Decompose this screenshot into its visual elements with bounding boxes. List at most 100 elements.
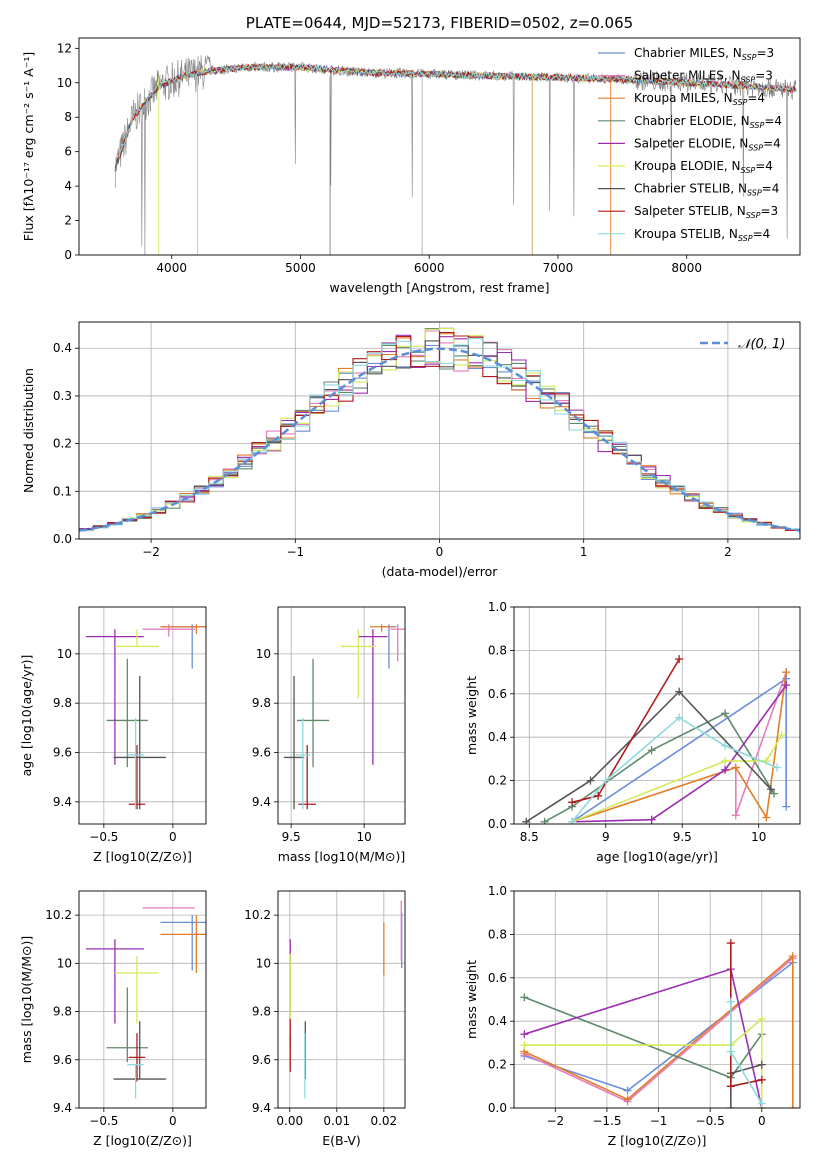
- legend-label: 𝒩(0, 1): [738, 337, 785, 352]
- series-point: [766, 785, 775, 794]
- y-tick-label: 0.0: [53, 532, 72, 546]
- y-tick-label: 9.4: [252, 1101, 271, 1115]
- y-tick-label: 0.8: [488, 927, 507, 941]
- x-tick-label: 5000: [285, 261, 316, 275]
- histogram-group: [79, 327, 800, 533]
- series-point: [540, 817, 549, 824]
- series-point: [731, 763, 740, 772]
- series-point: [757, 1015, 766, 1024]
- errorbar-group: [85, 624, 206, 810]
- y-tick-label: 6: [64, 145, 72, 159]
- legend-text: =4: [755, 159, 773, 173]
- x-tick-label: −1: [286, 545, 304, 559]
- y-tick-label: 9.4: [53, 795, 72, 809]
- legend-subscript: SSP: [742, 53, 757, 62]
- residuals-chart: −2 −1 0 1 2 0.0 0.1 0.2 0.3 0.4 (data-model)/error…: [21, 321, 801, 579]
- legend-subscript: SSP: [750, 121, 765, 130]
- series-point: [520, 993, 529, 1002]
- x-axis-label: (data-model)/error: [382, 564, 499, 579]
- y-tick-label: 9.6: [252, 745, 271, 759]
- series-line: [524, 996, 763, 1079]
- x-axis-label: age [log10(age/yr)]: [596, 849, 718, 864]
- series-line: [571, 734, 783, 823]
- y-tick-label: 0.4: [53, 341, 72, 355]
- x-tick-label: 0: [758, 1114, 766, 1128]
- series-point: [675, 687, 684, 696]
- y-tick-label: 9.6: [53, 745, 72, 759]
- x-tick-label: 9.5: [673, 830, 692, 844]
- x-tick-label: 10: [356, 830, 371, 844]
- series-point: [782, 668, 791, 677]
- series-point: [520, 1030, 529, 1039]
- legend-label: Kroupa STELIB, NSSP=4: [634, 227, 770, 243]
- series-point: [522, 817, 531, 824]
- series-point: [726, 1047, 735, 1056]
- x-axis-label: Z [log10(Z/Z⊙)]: [93, 849, 192, 864]
- x-axis-label: Z [log10(Z/Z⊙)]: [608, 1133, 707, 1148]
- legend-label: Chabrier STELIB, NSSP=4: [634, 182, 779, 198]
- y-tick-label: 9.8: [252, 1005, 271, 1019]
- y-axis-label: mass weight: [464, 960, 479, 1039]
- legend-text: =4: [762, 182, 780, 196]
- series-point: [675, 655, 684, 664]
- x-tick-label: 0: [169, 1114, 177, 1128]
- series-point: [520, 1041, 529, 1050]
- series-group: [520, 939, 797, 1108]
- series-point: [726, 1082, 735, 1091]
- errorbar-group: [289, 900, 403, 1099]
- y-tick-label: 9.8: [252, 696, 271, 710]
- legend-label: Kroupa ELODIE, NSSP=4: [634, 159, 773, 175]
- legend-text: Kroupa MILES, N: [634, 91, 733, 105]
- x-tick-label: 10: [751, 830, 766, 844]
- series-point: [721, 757, 730, 766]
- legend-subscript: SSP: [746, 211, 761, 220]
- series-point: [721, 765, 730, 774]
- series-point: [782, 681, 791, 690]
- x-tick-label: −2: [546, 1114, 564, 1128]
- x-tick-label: 2: [724, 545, 732, 559]
- series-point: [757, 1099, 766, 1108]
- errorbar-group: [85, 907, 206, 1099]
- x-axis-label: Z [log10(Z/Z⊙)]: [93, 1133, 192, 1148]
- y-tick-label: 0.8: [488, 643, 507, 657]
- legend-text: =4: [747, 91, 765, 105]
- y-tick-label: 0.2: [488, 774, 507, 788]
- y-tick-label: 4: [64, 179, 72, 193]
- legend-label: Chabrier MILES, NSSP=3: [634, 46, 774, 62]
- legend-text: Salpeter STELIB, N: [634, 204, 746, 218]
- x-tick-label: 9.5: [282, 830, 301, 844]
- legend-text: Chabrier MILES, N: [634, 46, 742, 60]
- series-point: [788, 952, 797, 961]
- axes-frame: [78, 890, 207, 1109]
- age_vs_Z-chart: −0.5 0 9.4 9.6 9.8 10 Z [log10(Z/Z⊙)] age [log1…: [19, 606, 207, 864]
- series-point: [782, 802, 791, 811]
- legend-subscript: SSP: [738, 234, 753, 243]
- y-tick-label: 10.2: [244, 908, 271, 922]
- errorbar-group: [283, 624, 405, 810]
- x-tick-label: −2: [142, 545, 160, 559]
- y-tick-label: 0.1: [53, 484, 72, 498]
- legend-label: Kroupa MILES, NSSP=4: [634, 91, 765, 107]
- series-point: [757, 1060, 766, 1069]
- y-tick-label: 9.4: [53, 1101, 72, 1115]
- y-tick-label: 0.6: [488, 687, 507, 701]
- mass_vs_ebv-chart: 0.00 0.01 0.02 9.4 9.6 9.8 10 10.2 E(B-V): [244, 890, 406, 1148]
- x-tick-label: 0: [169, 830, 177, 844]
- x-tick-label: 0.02: [370, 1114, 397, 1128]
- chart-title: PLATE=0644, MJD=52173, FIBERID=0502, z=0…: [246, 14, 633, 32]
- y-tick-label: 2: [64, 214, 72, 228]
- axes-frame: [277, 890, 406, 1109]
- x-tick-label: 8.5: [520, 830, 539, 844]
- x-tick-label: 1: [580, 545, 588, 559]
- y-tick-label: 10: [57, 76, 72, 90]
- gaussian-curve: [79, 347, 800, 532]
- series-point: [568, 798, 577, 807]
- series-point: [586, 776, 595, 785]
- axes-frame: [78, 321, 801, 540]
- series-line: [572, 684, 787, 823]
- legend-subscript: SSP: [741, 76, 756, 85]
- legend-subscript: SSP: [733, 98, 748, 107]
- mass_vs_Z-chart: −0.5 0 9.4 9.6 9.8 10 10.2 Z [log10(Z/Z⊙)] mass …: [19, 890, 207, 1148]
- x-tick-label: 8000: [671, 261, 702, 275]
- y-tick-label: 1.0: [488, 884, 507, 898]
